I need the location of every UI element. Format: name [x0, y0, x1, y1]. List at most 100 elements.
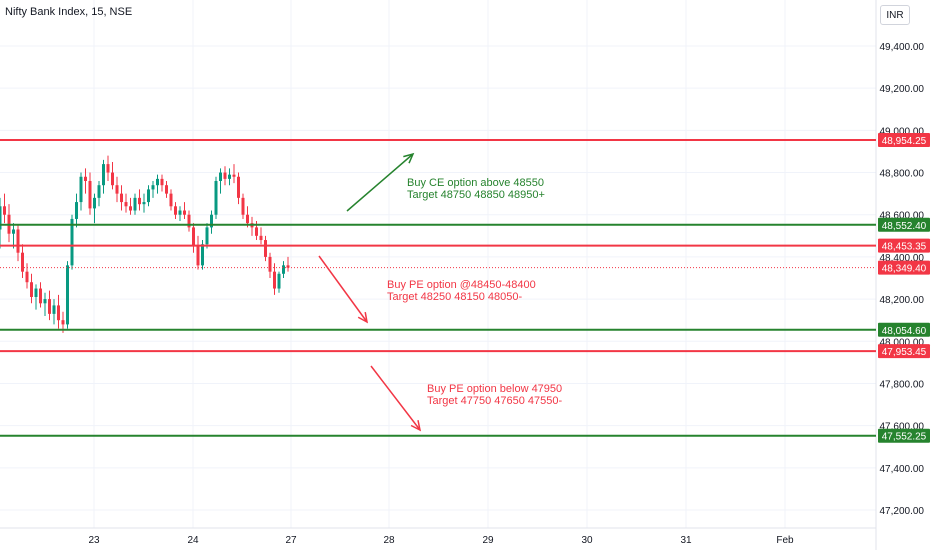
down-arrow-pe-1 [318, 255, 368, 323]
candle-body [61, 320, 65, 325]
level-price-tag [878, 133, 930, 148]
x-tick-label: 31 [680, 535, 692, 546]
candle-body [205, 227, 209, 245]
candle-body [39, 288, 42, 304]
x-tick-label: 24 [187, 535, 199, 546]
candle-body [264, 240, 267, 257]
candle-body [0, 206, 2, 230]
candle-body [201, 244, 204, 266]
candle-body [30, 282, 33, 297]
candle-body [70, 218, 74, 266]
candle-body [133, 197, 137, 211]
annotation-text: Buy PE option below 47950 [427, 383, 562, 395]
candle-body [169, 193, 173, 207]
y-tick-label: 48,000.00 [880, 337, 925, 348]
annotation-text: Target 48750 48850 48950+ [407, 189, 545, 201]
x-tick-label: Feb [776, 535, 794, 546]
y-tick-label: 49,400.00 [880, 42, 925, 53]
level-price-label: 48,453.35 [882, 242, 927, 253]
candle-body [151, 185, 155, 190]
last-price-label: 48,349.40 [882, 264, 927, 275]
y-tick-label: 47,800.00 [880, 379, 925, 390]
candle-body [43, 299, 47, 304]
candle-body [21, 252, 24, 272]
candle-body [142, 202, 146, 205]
candle-body [273, 271, 276, 289]
candle-body [282, 265, 285, 274]
candle-body [79, 176, 83, 203]
up-arrow-ce-head [403, 152, 415, 164]
candle-body [84, 176, 87, 181]
candle-body [286, 265, 290, 268]
x-tick-label: 28 [383, 535, 395, 546]
y-tick-label: 47,400.00 [880, 464, 925, 475]
y-tick-label: 48,200.00 [880, 295, 925, 306]
candle-body [115, 185, 119, 194]
candle-body [232, 174, 236, 177]
candle-body [246, 214, 249, 224]
up-arrow-ce [346, 153, 414, 212]
candle-body [48, 299, 51, 314]
candle-body [88, 180, 92, 209]
candle-body [196, 246, 200, 266]
level-price-label: 48,552.40 [882, 221, 927, 232]
down-arrow-pe-1-head [357, 312, 369, 324]
candle-body [111, 172, 114, 186]
candle-body [268, 256, 272, 272]
candle-body [3, 206, 6, 215]
level-price-label: 47,552.25 [882, 432, 927, 443]
x-tick-label: 29 [482, 535, 494, 546]
candle-body [187, 214, 191, 228]
candle-body [237, 176, 240, 198]
candle-body [97, 185, 101, 198]
candle-body [192, 227, 195, 247]
candle-body [160, 178, 164, 186]
candle-body [210, 214, 213, 228]
candle-body [12, 229, 15, 234]
down-arrow-pe-2 [370, 365, 421, 431]
level-price-label: 47,953.45 [882, 347, 927, 358]
x-tick-label: 27 [285, 535, 297, 546]
level-price-tag [878, 238, 930, 253]
candle-body [138, 197, 141, 205]
candle-body [219, 172, 222, 181]
candle-body [228, 174, 231, 179]
x-tick-label: 30 [581, 535, 593, 546]
y-tick-label: 47,200.00 [880, 506, 925, 517]
candle-body [120, 193, 123, 203]
annotation-text: Buy CE option above 48550 [407, 177, 544, 189]
y-tick-label: 49,200.00 [880, 84, 925, 95]
currency-selector[interactable]: INR [880, 5, 910, 25]
y-tick-label: 48,800.00 [880, 169, 925, 180]
candle-body [124, 202, 128, 207]
candle-body [214, 180, 218, 215]
candle-body [178, 210, 182, 215]
candle-body [16, 229, 20, 253]
candle-body [255, 227, 258, 236]
level-price-tag [878, 322, 930, 337]
chart-title: Nifty Bank Index, 15, NSE [5, 6, 133, 18]
candle-body [129, 206, 132, 211]
annotation-text: Buy PE option @48450-48400 [387, 279, 536, 291]
candle-body [156, 178, 159, 186]
candle-body [102, 164, 105, 186]
candle-body [165, 185, 168, 194]
candle-body [106, 164, 110, 173]
y-tick-label: 48,400.00 [880, 253, 925, 264]
annotation-text: Target 47750 47650 47550- [427, 395, 563, 407]
candle-body [75, 202, 78, 219]
candle-body [223, 172, 227, 179]
candle-body [93, 197, 96, 209]
annotation-text: Target 48250 48150 48050- [387, 291, 523, 303]
level-price-label: 48,954.25 [882, 136, 927, 147]
y-tick-label: 47,600.00 [880, 422, 925, 433]
down-arrow-pe-2-head [410, 420, 422, 432]
level-price-tag [878, 428, 930, 443]
y-tick-label: 48,600.00 [880, 211, 925, 222]
x-tick-label: 23 [88, 535, 100, 546]
candle-body [277, 273, 281, 289]
level-price-label: 48,054.60 [882, 326, 927, 337]
candle-body [183, 210, 186, 215]
